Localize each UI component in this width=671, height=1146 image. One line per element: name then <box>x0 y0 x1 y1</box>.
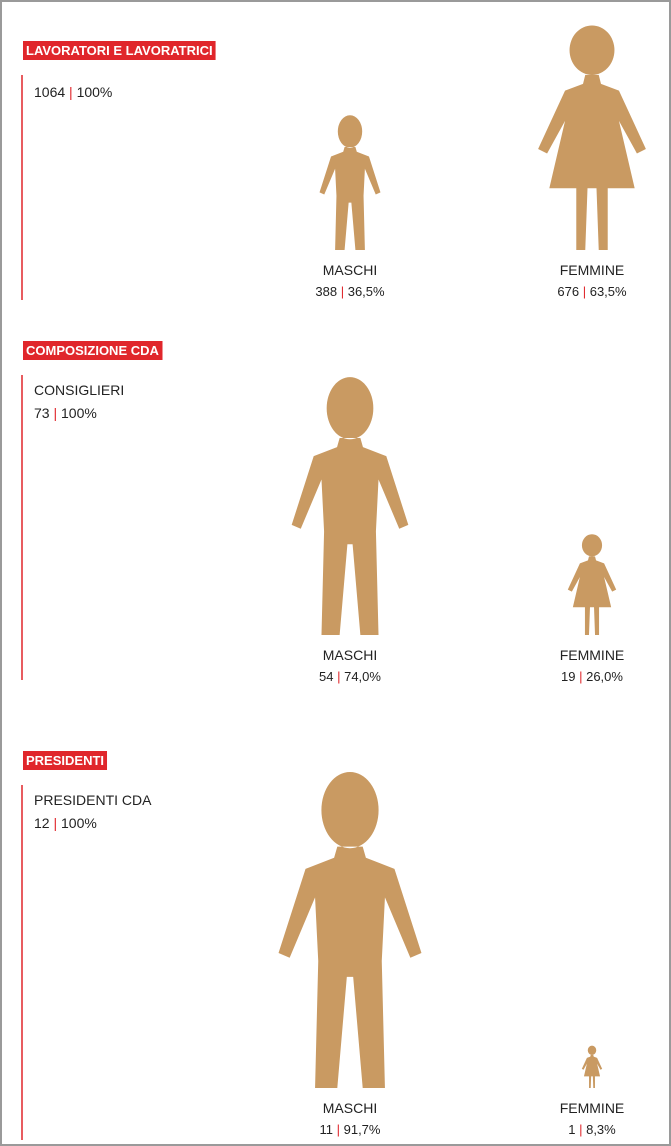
separator: | <box>50 815 61 831</box>
separator: | <box>575 1122 586 1137</box>
figure <box>320 115 381 250</box>
category-label: MASCHI <box>323 1100 377 1116</box>
count-label: 388 <box>315 284 337 299</box>
total-count: 1064 <box>34 84 65 100</box>
total-percent: 100% <box>61 815 97 831</box>
total-count: 73 <box>34 405 50 421</box>
total-line: 73 | 100% <box>34 405 97 421</box>
percent-label: 63,5% <box>590 284 627 299</box>
percent-label: 36,5% <box>348 284 385 299</box>
category-label: MASCHI <box>323 262 377 278</box>
separator: | <box>337 284 348 299</box>
figure <box>279 772 422 1088</box>
percent-label: 8,3% <box>586 1122 616 1137</box>
figure <box>582 1046 602 1088</box>
value-line: 11 | 91,7% <box>320 1122 381 1137</box>
category-label: MASCHI <box>323 647 377 663</box>
total-percent: 100% <box>61 405 97 421</box>
total-count: 12 <box>34 815 50 831</box>
separator: | <box>575 669 586 684</box>
percent-label: 91,7% <box>344 1122 381 1137</box>
value-line: 1 | 8,3% <box>568 1122 616 1137</box>
value-line: 388 | 36,5% <box>315 284 385 299</box>
figure <box>568 534 616 635</box>
category-label: FEMMINE <box>560 262 625 278</box>
separator: | <box>65 84 76 100</box>
separator: | <box>50 405 61 421</box>
percent-label: 26,0% <box>586 669 623 684</box>
section-title: COMPOSIZIONE CDA <box>26 343 160 358</box>
percent-label: 74,0% <box>344 669 381 684</box>
total-line: 12 | 100% <box>34 815 97 831</box>
figure <box>292 377 409 635</box>
section-subtitle: PRESIDENTI CDA <box>34 792 152 808</box>
count-label: 676 <box>557 284 579 299</box>
value-line: 54 | 74,0% <box>319 669 381 684</box>
total-percent: 100% <box>77 84 113 100</box>
total-line: 1064 | 100% <box>34 84 112 100</box>
value-line: 19 | 26,0% <box>561 669 623 684</box>
category-label: FEMMINE <box>560 647 625 663</box>
count-label: 54 <box>319 669 333 684</box>
count-label: 19 <box>561 669 575 684</box>
count-label: 11 <box>320 1122 334 1137</box>
figure <box>538 25 646 250</box>
section-title: PRESIDENTI <box>26 753 104 768</box>
category-label: FEMMINE <box>560 1100 625 1116</box>
section-subtitle: CONSIGLIERI <box>34 382 124 398</box>
section-title: LAVORATORI E LAVORATRICI <box>26 43 213 58</box>
separator: | <box>333 669 344 684</box>
separator: | <box>579 284 590 299</box>
separator: | <box>333 1122 344 1137</box>
count-label: 1 <box>568 1122 575 1137</box>
infographic: LAVORATORI E LAVORATRICI 1064 | 100% MASCH… <box>0 0 671 1146</box>
value-line: 676 | 63,5% <box>557 284 627 299</box>
